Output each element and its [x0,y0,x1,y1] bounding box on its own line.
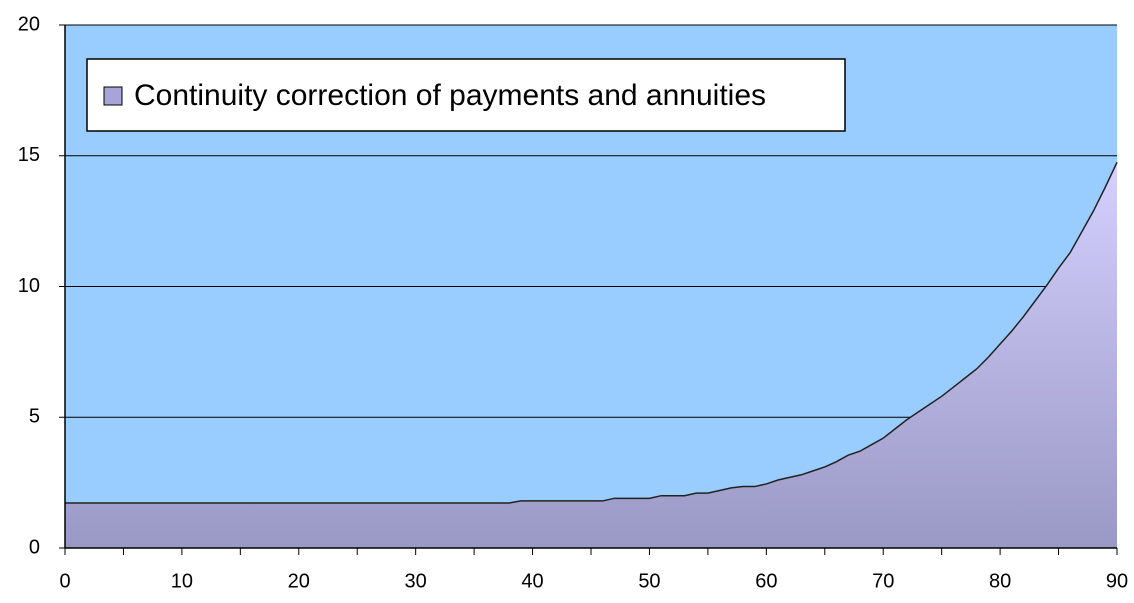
x-tick-label: 70 [872,570,894,592]
y-tick-label: 0 [29,536,40,558]
y-tick-label: 10 [18,275,40,297]
x-tick-label: 30 [405,570,427,592]
area-line [65,161,1118,504]
x-tick-label: 0 [59,570,70,592]
y-tick-label: 20 [18,13,40,35]
x-tick-label: 90 [1106,570,1128,592]
legend-swatch [103,86,123,106]
legend: Continuity correction of payments and an… [86,58,846,132]
x-tick-label: 20 [288,570,310,592]
y-tick-label: 5 [29,406,40,428]
x-tick-label: 40 [521,570,543,592]
x-tick-label: 80 [989,570,1011,592]
legend-box [86,58,846,132]
y-tick-label: 15 [18,144,40,166]
area-fill [65,162,1117,548]
x-tick-label: 60 [755,570,777,592]
x-tick-label: 10 [171,570,193,592]
x-tick-label: 50 [638,570,660,592]
legend-label: Continuity correction of payments and an… [134,79,766,112]
